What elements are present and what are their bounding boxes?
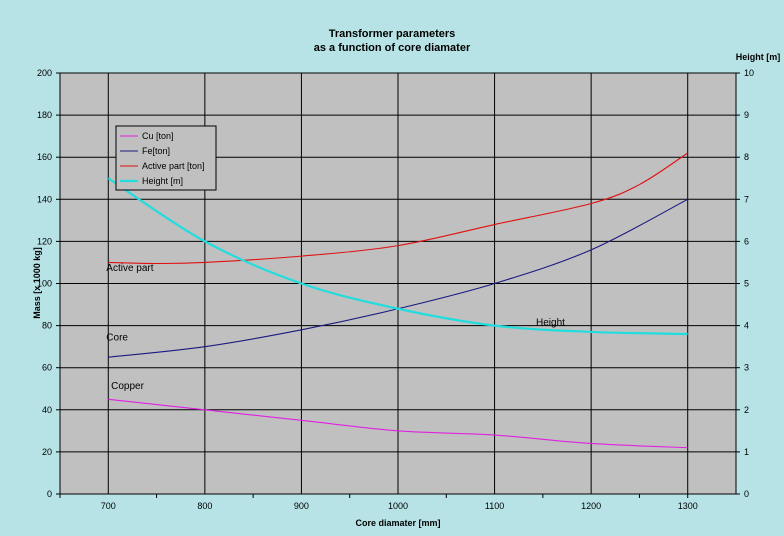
y-tick-label: 60 [42,363,52,373]
y2-tick-label: 5 [744,279,749,289]
chart-title: Transformer parameters as a function of … [314,28,471,54]
y2-tick-label: 3 [744,363,749,373]
y2-tick-label: 7 [744,194,749,204]
y-tick-label: 200 [37,68,52,78]
grid [60,73,736,494]
legend: Cu [ton] Fe[ton] Active part [ton] Height [… [115,125,217,191]
series-line-active-part [108,152,689,265]
series-layer [107,152,689,449]
y-tick-label: 0 [47,489,52,499]
axis-ticks: 700 800 900 1000 1100 1200 1300020406080100120… [37,68,754,511]
x-tick-label: 800 [197,501,212,511]
y2-tick-label: 1 [744,447,749,457]
y-tick-label: 180 [37,110,52,120]
y2-tick-label: 4 [744,321,749,331]
annotation-label: Active part [106,263,153,274]
series-line-height [107,177,688,336]
y-tick-label: 80 [42,321,52,331]
annotation-label: Core [106,332,128,343]
y-tick-label: 100 [37,279,52,289]
y2-tick-label: 2 [744,405,749,415]
y-tick-label: 160 [37,152,52,162]
y2-tick-label: 0 [744,489,749,499]
chart-title-text: Transformer parameters [329,28,456,40]
annotation-label: Copper [111,381,144,392]
x-axis-label: Core diamater [mm] [355,518,440,528]
x-tick-label: 1100 [485,501,504,511]
y-tick-label: 40 [42,405,52,415]
x-tick-label: 900 [294,501,309,511]
y-tick-label: 20 [42,447,52,457]
y2-tick-label: 10 [744,68,754,78]
y2-axis-label: Height [m] [736,52,781,62]
y-axis-label: Mass [x 1000 kg] [32,247,42,319]
annotations: Active part Core Copper Height [106,263,565,392]
y-tick-label: 120 [37,236,52,246]
x-tick-label: 1000 [388,501,408,511]
x-tick-label: 1300 [678,501,698,511]
x-tick-label: 1200 [581,501,601,511]
legend-label-height: Height [m] [142,176,183,186]
y2-tick-label: 6 [744,236,749,246]
annotation-label: Height [536,318,565,329]
series-line-cu [108,398,688,449]
legend-label-fe: Fe[ton] [142,146,170,156]
y-tick-label: 140 [37,194,52,204]
x-tick-label: 700 [101,501,116,511]
y2-tick-label: 8 [744,152,749,162]
legend-label-cu: Cu [ton] [142,131,174,141]
legend-label-active-part: Active part [ton] [142,161,205,171]
legend-box [115,125,217,191]
chart-subtitle-text: as a function of core diamater [314,42,471,54]
y2-tick-label: 9 [744,110,749,120]
